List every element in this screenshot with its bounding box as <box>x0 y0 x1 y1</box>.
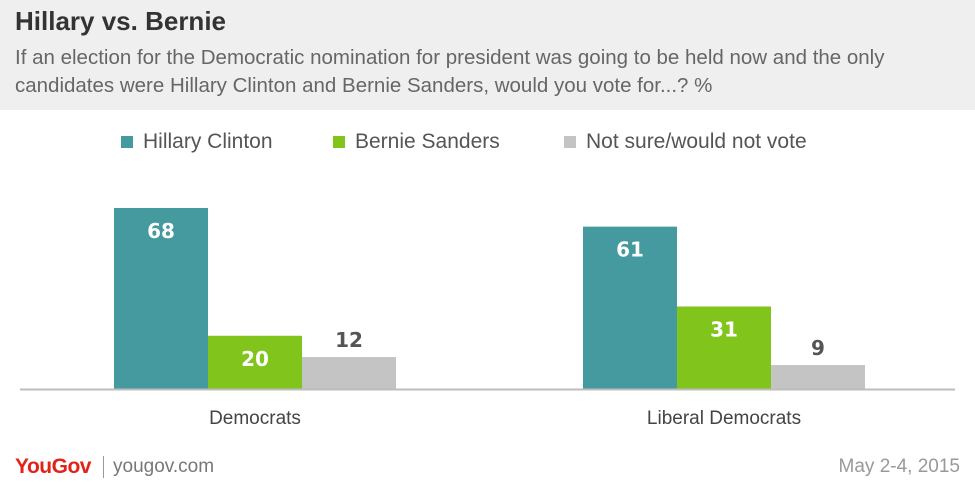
site-url: yougov.com <box>113 456 215 477</box>
bar-chart: 68 20 12 Democrats 61 31 9 Liberal Democrats <box>20 208 955 429</box>
bar-democrats-bernie-sanders <box>208 335 302 389</box>
value-label-liberal-democrats-hillary-clinton: 61 <box>616 238 644 262</box>
bar-democrats-hillary-clinton <box>114 208 208 389</box>
legend-item-not-sure: Not sure/would not vote <box>564 128 807 156</box>
legend-item-hillary-clinton: Hillary Clinton <box>121 128 273 156</box>
legend-label-not-sure: Not sure/would not vote <box>586 130 807 153</box>
chart-footer: YouGov yougov.com May 2-4, 2015 <box>0 448 975 488</box>
chart-subtitle: If an election for the Democratic nomina… <box>15 46 885 97</box>
legend-swatch-not-sure <box>564 136 576 148</box>
value-label-liberal-democrats-not-sure-would-not-vote: 9 <box>811 336 825 360</box>
legend-item-bernie-sanders: Bernie Sanders <box>333 128 500 156</box>
survey-date: May 2-4, 2015 <box>838 456 960 477</box>
value-label-democrats-bernie-sanders: 20 <box>241 347 269 371</box>
yougov-logo: YouGov <box>15 455 91 478</box>
value-label-liberal-democrats-bernie-sanders: 31 <box>710 317 738 341</box>
category-label-liberal-democrats: Liberal Democrats <box>647 408 801 429</box>
bar-liberal-democrats-hillary-clinton <box>583 226 677 389</box>
legend-swatch-hillary-clinton <box>121 136 133 148</box>
value-label-democrats-hillary-clinton: 68 <box>147 219 175 243</box>
logo-divider <box>103 456 104 478</box>
chart-header: Hillary vs. Bernie If an election for th… <box>0 0 975 110</box>
bar-liberal-democrats-not-sure-would-not-vote <box>771 365 865 389</box>
legend-swatch-bernie-sanders <box>333 136 345 148</box>
category-label-democrats: Democrats <box>209 408 301 429</box>
legend-label-hillary-clinton: Hillary Clinton <box>143 130 273 153</box>
legend-label-bernie-sanders: Bernie Sanders <box>355 130 500 153</box>
bar-democrats-not-sure-would-not-vote <box>302 357 396 389</box>
bar-liberal-democrats-bernie-sanders <box>677 306 771 389</box>
value-label-democrats-not-sure-would-not-vote: 12 <box>335 328 363 352</box>
chart-legend: Hillary Clinton Bernie Sanders Not sure/… <box>0 128 975 156</box>
chart-title: Hillary vs. Bernie <box>15 6 226 36</box>
